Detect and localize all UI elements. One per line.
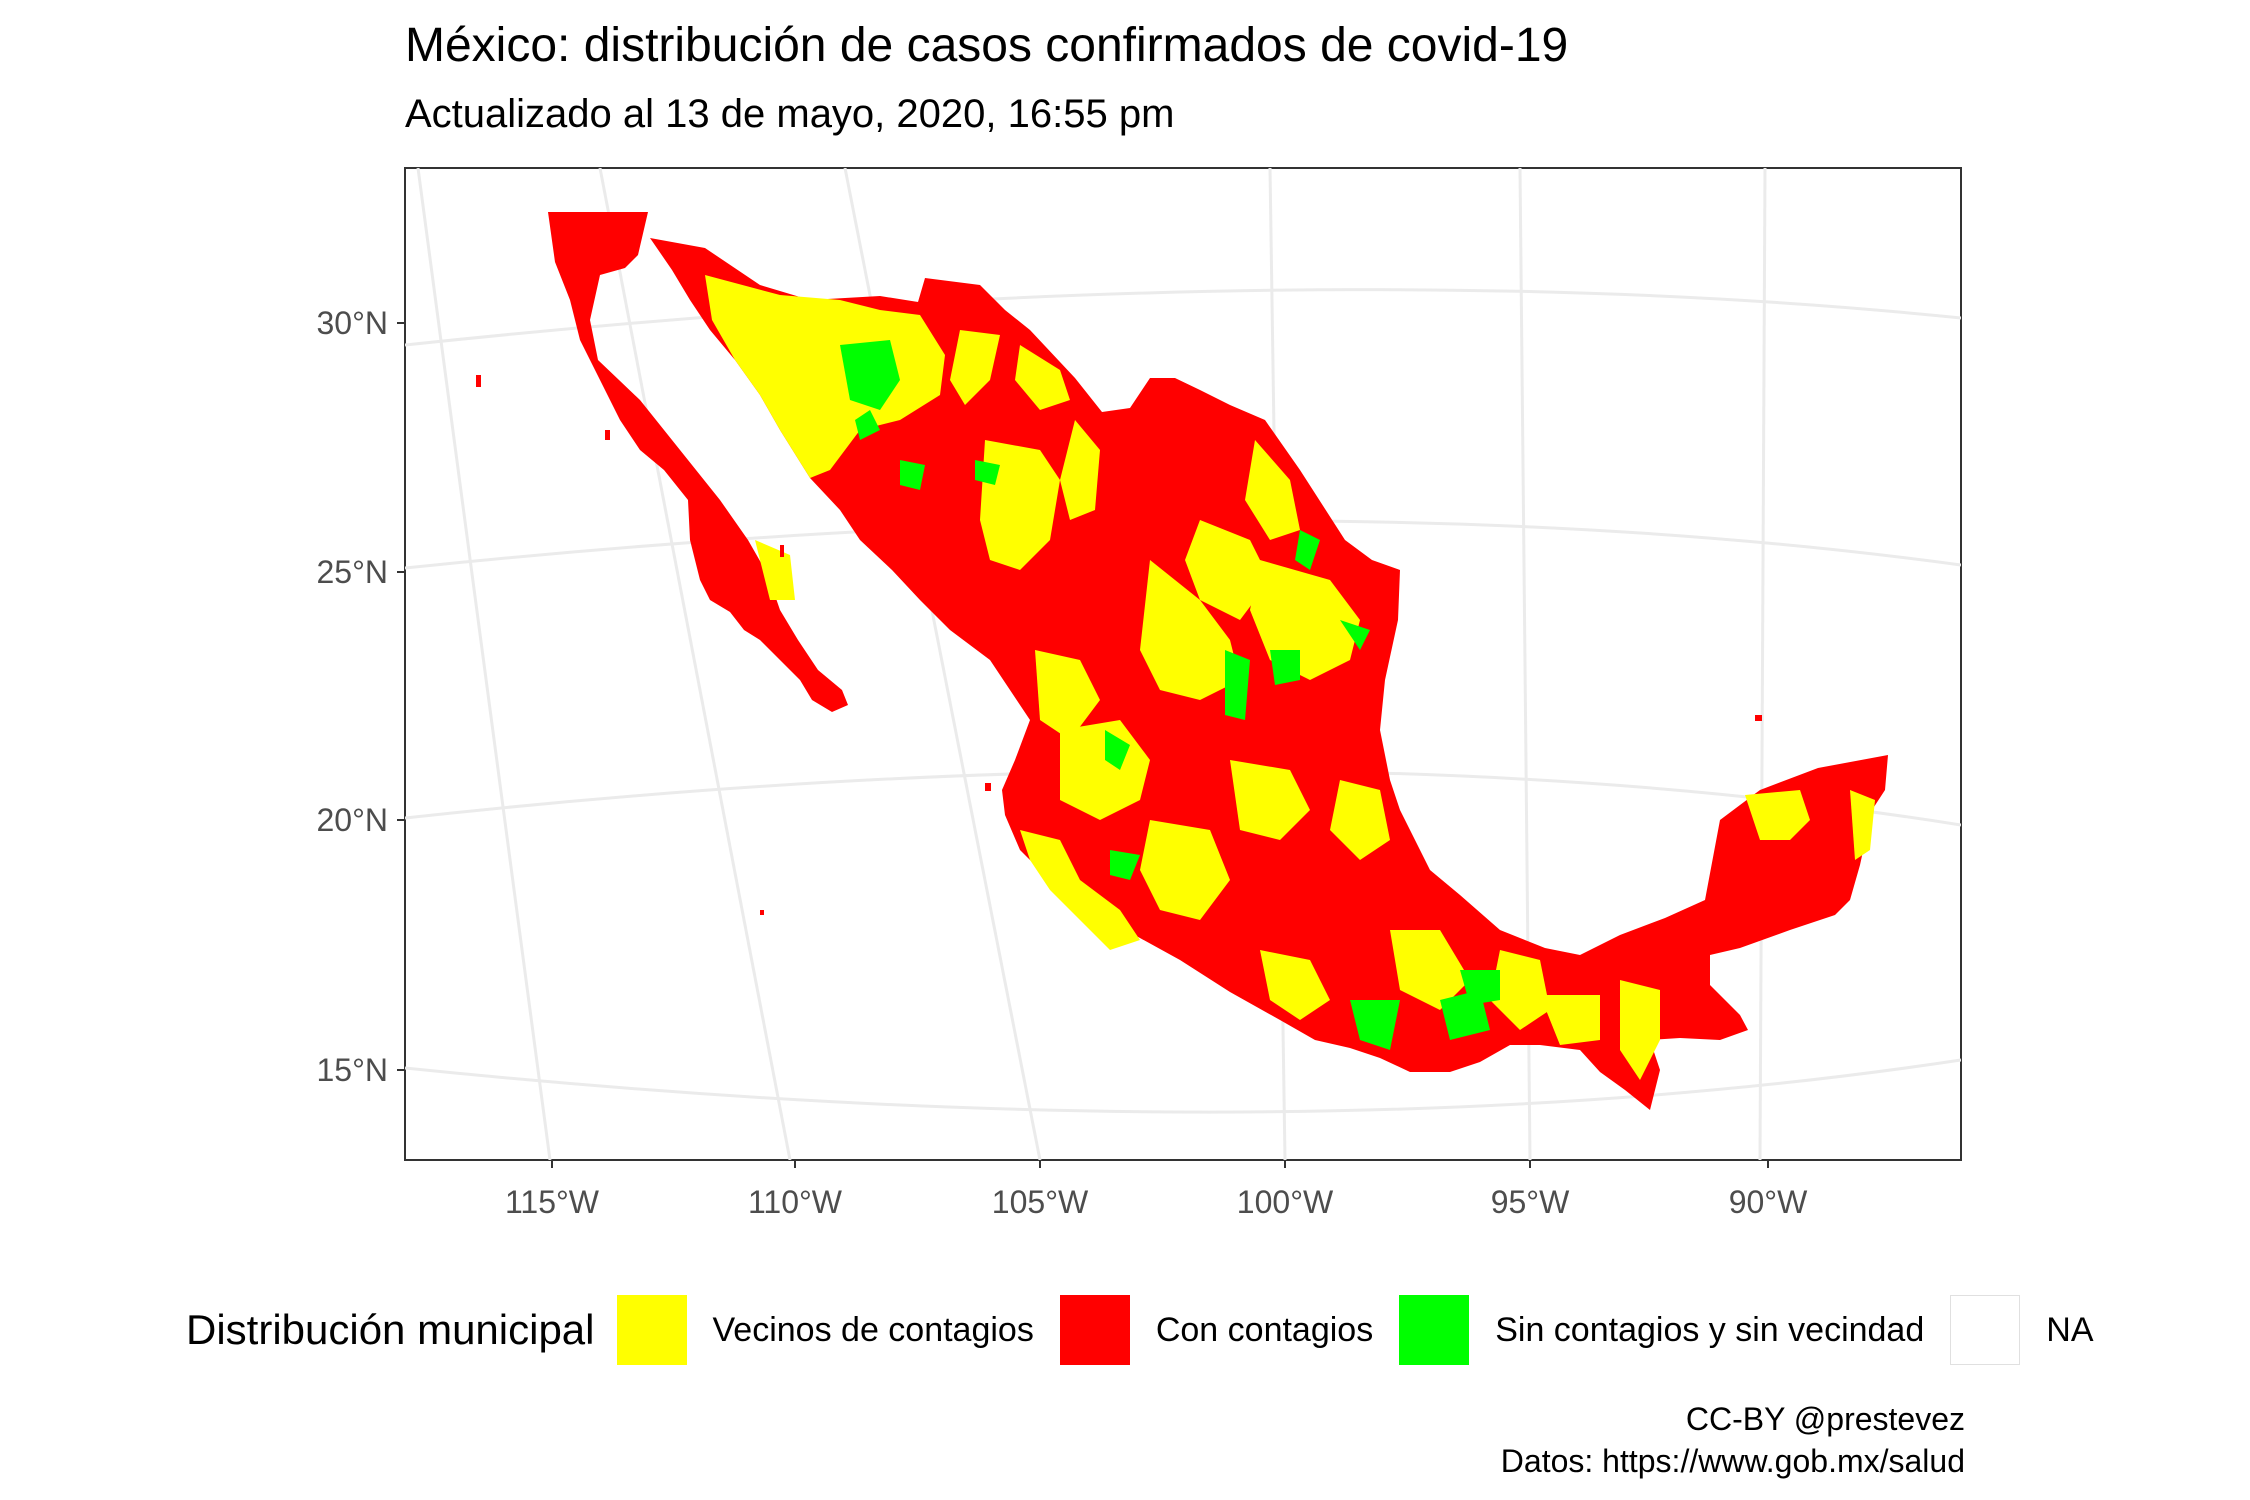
caption-author: CC-BY @prestevez [1685, 1401, 1965, 1437]
legend-key-con-contagios [1059, 1295, 1130, 1365]
lat-tick-label: 25°N [317, 554, 389, 590]
chart-title: México: distribución de casos confirmado… [405, 19, 1569, 72]
caption-source: Datos: https://www.gob.mx/salud [1500, 1443, 1965, 1479]
legend: Distribución municipal Vecinos de contag… [186, 1290, 2120, 1370]
legend-title: Distribución municipal [186, 1306, 595, 1353]
lon-tick-label: 115°W [505, 1184, 600, 1220]
no-contact-areas [840, 340, 1500, 1050]
chart-subtitle: Actualizado al 13 de mayo, 2020, 16:55 p… [405, 92, 1175, 136]
lon-tick-label: 95°W [1491, 1184, 1570, 1220]
mainland-region [650, 238, 1888, 1110]
legend-key-na [1950, 1295, 2021, 1365]
mexico-municipalities [476, 212, 1888, 1110]
lon-tick-label: 105°W [992, 1184, 1089, 1220]
legend-label-con-contagios: Con contagios [1155, 1310, 1374, 1349]
axis-ticks [397, 322, 1769, 1168]
baja-california-region [548, 212, 848, 712]
lat-tick-label: 30°N [317, 305, 389, 341]
lat-tick-label: 20°N [317, 802, 389, 838]
legend-key-sin-contagios [1399, 1295, 1470, 1365]
legend-label-vecinos: Vecinos de contagios [712, 1310, 1034, 1349]
lon-tick-label: 90°W [1729, 1184, 1808, 1220]
legend-label-na: NA [2046, 1310, 2094, 1349]
lat-tick-label: 15°N [317, 1052, 389, 1088]
legend-key-vecinos [616, 1295, 687, 1365]
lat-tick-labels: 30°N 25°N 20°N 15°N [317, 305, 389, 1088]
caption: CC-BY @prestevez Datos: https://www.gob.… [1501, 1398, 1965, 1482]
neighbor-areas [705, 275, 1875, 1080]
lon-tick-label: 100°W [1237, 1184, 1334, 1220]
islands [476, 375, 1762, 915]
lon-tick-label: 110°W [748, 1184, 843, 1220]
lon-tick-labels: 115°W 110°W 105°W 100°W 95°W 90°W [505, 1184, 1808, 1220]
legend-label-sin-contagios: Sin contagios y sin vecindad [1495, 1310, 1925, 1349]
